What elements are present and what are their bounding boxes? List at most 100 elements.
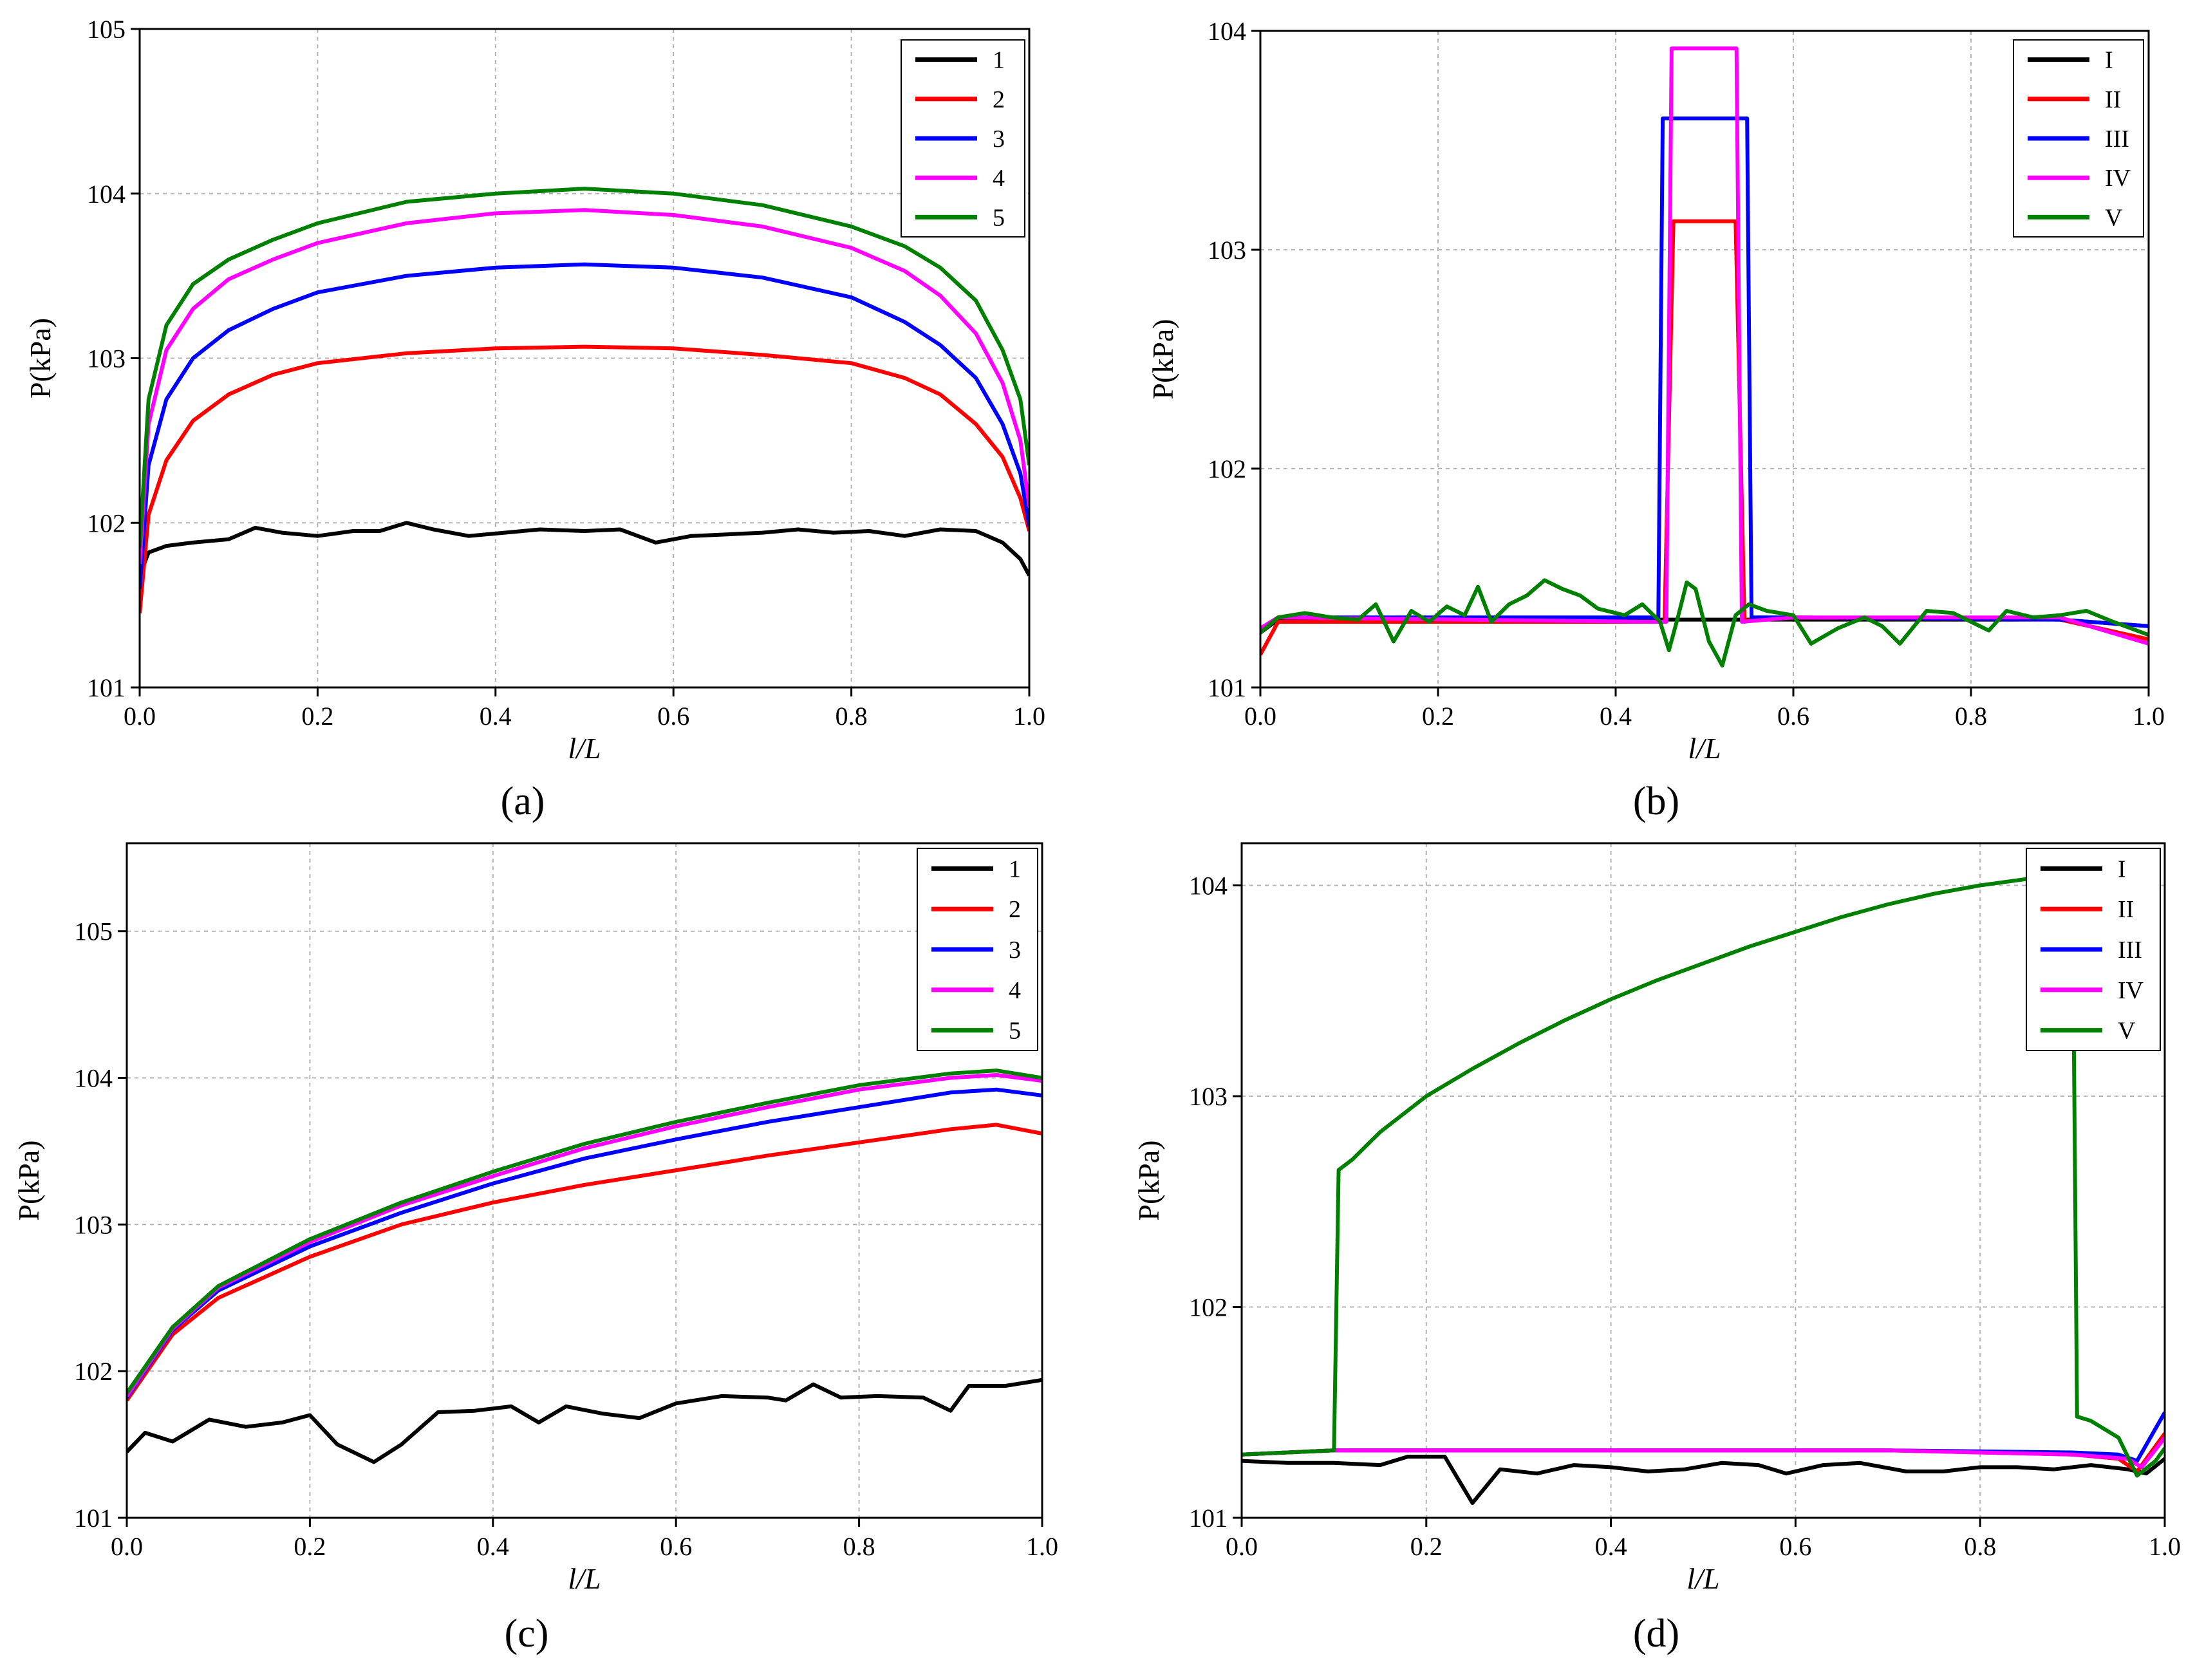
series-line-5 bbox=[127, 1069, 1042, 1395]
series-line-I bbox=[1242, 1455, 2165, 1506]
y-tick-label: 101 bbox=[74, 1504, 113, 1533]
grid bbox=[140, 29, 1029, 687]
y-axis-label: P(kPa) bbox=[24, 318, 57, 398]
x-tick-label: 0.0 bbox=[1226, 1532, 1258, 1561]
legend: 1 2 3 4 5 bbox=[917, 848, 1038, 1051]
x-axis-label: l/L bbox=[568, 732, 601, 765]
panel-label: (c) bbox=[505, 1612, 549, 1656]
x-tick-label: 1.0 bbox=[1013, 702, 1045, 731]
legend-label: V bbox=[2118, 1018, 2136, 1045]
legend-label: II bbox=[2118, 896, 2134, 923]
series-line-IV bbox=[1242, 1436, 2165, 1470]
series-line-4 bbox=[140, 208, 1029, 565]
legend-label: 3 bbox=[1009, 937, 1021, 964]
x-tick-label: 0.0 bbox=[124, 702, 156, 731]
panel-a: 0.0 0.2 0.4 0.6 0.8 1.0 101 102 103 104 105 l/L P(kP… bbox=[24, 15, 1045, 823]
y-tick-label: 102 bbox=[1208, 454, 1246, 483]
panel-label: (d) bbox=[1633, 1612, 1679, 1656]
y-tick-label: 103 bbox=[1208, 236, 1246, 265]
x-tick-label: 1.0 bbox=[1026, 1532, 1058, 1561]
legend-label: I bbox=[2105, 47, 2113, 74]
legend-label: IV bbox=[2105, 165, 2131, 192]
x-tick-label: 0.6 bbox=[657, 702, 689, 731]
plot-frame bbox=[1240, 842, 2166, 1519]
series-line-4 bbox=[127, 1073, 1042, 1397]
x-tick-label: 0.8 bbox=[836, 702, 868, 731]
x-tick-label: 0.8 bbox=[843, 1532, 875, 1561]
x-tick-label: 0.4 bbox=[1595, 1532, 1627, 1561]
x-tick-label: 0.2 bbox=[294, 1532, 326, 1561]
y-tick-label: 104 bbox=[1208, 17, 1246, 46]
grid bbox=[1260, 31, 2149, 687]
legend: 1 2 3 4 5 bbox=[901, 39, 1025, 238]
plot-frame bbox=[126, 842, 1043, 1519]
y-tick-label: 104 bbox=[74, 1064, 113, 1093]
legend-label: III bbox=[2105, 126, 2129, 153]
series-group bbox=[1242, 873, 2165, 1506]
legend-label: IV bbox=[2118, 977, 2144, 1004]
series-line-IV bbox=[1260, 46, 2149, 646]
y-tick-label: 102 bbox=[1189, 1293, 1228, 1322]
legend-label: 2 bbox=[993, 86, 1005, 113]
legend-label: 3 bbox=[993, 126, 1005, 153]
legend-label: 1 bbox=[993, 47, 1005, 74]
panel-label: (b) bbox=[1633, 779, 1679, 823]
x-tick-label: 0.2 bbox=[1410, 1532, 1443, 1561]
y-axis-label: P(kPa) bbox=[1146, 319, 1179, 399]
grid bbox=[127, 843, 1042, 1518]
legend-label: V bbox=[2105, 204, 2123, 231]
legend-label: 1 bbox=[1009, 855, 1021, 882]
x-axis-label: l/L bbox=[568, 1562, 601, 1595]
y-axis-label: P(kPa) bbox=[12, 1140, 45, 1220]
x-axis-label: l/L bbox=[1686, 1562, 1719, 1595]
legend-label: I bbox=[2118, 855, 2126, 882]
y-tick-label: 103 bbox=[1189, 1082, 1228, 1111]
x-tick-label: 0.8 bbox=[1964, 1532, 1996, 1561]
legend-label: 5 bbox=[993, 204, 1005, 231]
legend-label: III bbox=[2118, 937, 2142, 964]
y-tick-label: 102 bbox=[74, 1357, 113, 1386]
y-tick-label: 101 bbox=[1189, 1504, 1228, 1533]
series-line-5 bbox=[140, 187, 1029, 548]
x-tick-label: 0.0 bbox=[111, 1532, 143, 1561]
series-line-V bbox=[1242, 873, 2165, 1478]
x-tick-label: 0.6 bbox=[1777, 702, 1809, 731]
y-tick-label: 105 bbox=[74, 917, 113, 946]
y-tick-label: 104 bbox=[87, 180, 126, 209]
legend-label: 2 bbox=[1009, 896, 1021, 923]
legend-label: II bbox=[2105, 86, 2121, 113]
x-axis-label: l/L bbox=[1688, 732, 1721, 765]
y-tick-label: 103 bbox=[87, 344, 126, 373]
series-line-II bbox=[1260, 219, 2149, 656]
series-line-1 bbox=[127, 1377, 1042, 1464]
y-axis-label: P(kPa) bbox=[1132, 1140, 1165, 1220]
x-tick-label: 1.0 bbox=[2133, 702, 2165, 731]
x-tick-label: 0.6 bbox=[1779, 1532, 1811, 1561]
legend-label: 4 bbox=[993, 165, 1005, 192]
x-tick-label: 0.0 bbox=[1244, 702, 1276, 731]
series-line-1 bbox=[140, 521, 1029, 577]
panel-c: 0.0 0.2 0.4 0.6 0.8 1.0 101 102 103 104 105 l/L P(kP… bbox=[12, 842, 1058, 1656]
legend-label: 5 bbox=[1009, 1018, 1021, 1045]
series-line-2 bbox=[140, 344, 1029, 614]
x-tick-label: 0.8 bbox=[1955, 702, 1987, 731]
x-tick-label: 0.6 bbox=[660, 1532, 692, 1561]
series-line-2 bbox=[127, 1123, 1042, 1402]
y-tick-label: 102 bbox=[87, 509, 126, 537]
series-group bbox=[127, 1069, 1042, 1464]
series-line-3 bbox=[140, 262, 1029, 589]
y-tick-label: 104 bbox=[1189, 872, 1228, 901]
x-tick-label: 1.0 bbox=[2149, 1532, 2181, 1561]
y-tick-label: 103 bbox=[74, 1210, 113, 1239]
panel-label: (a) bbox=[501, 779, 545, 823]
plot-frame bbox=[1259, 30, 2150, 689]
panel-d: 0.0 0.2 0.4 0.6 0.8 1.0 101 102 103 104 l/L P(kPa) (… bbox=[1132, 842, 2181, 1656]
series-line-3 bbox=[127, 1087, 1042, 1399]
x-tick-label: 0.4 bbox=[477, 1532, 509, 1561]
y-tick-label: 105 bbox=[87, 15, 126, 44]
x-tick-label: 0.2 bbox=[301, 702, 333, 731]
x-tick-label: 0.2 bbox=[1422, 702, 1454, 731]
